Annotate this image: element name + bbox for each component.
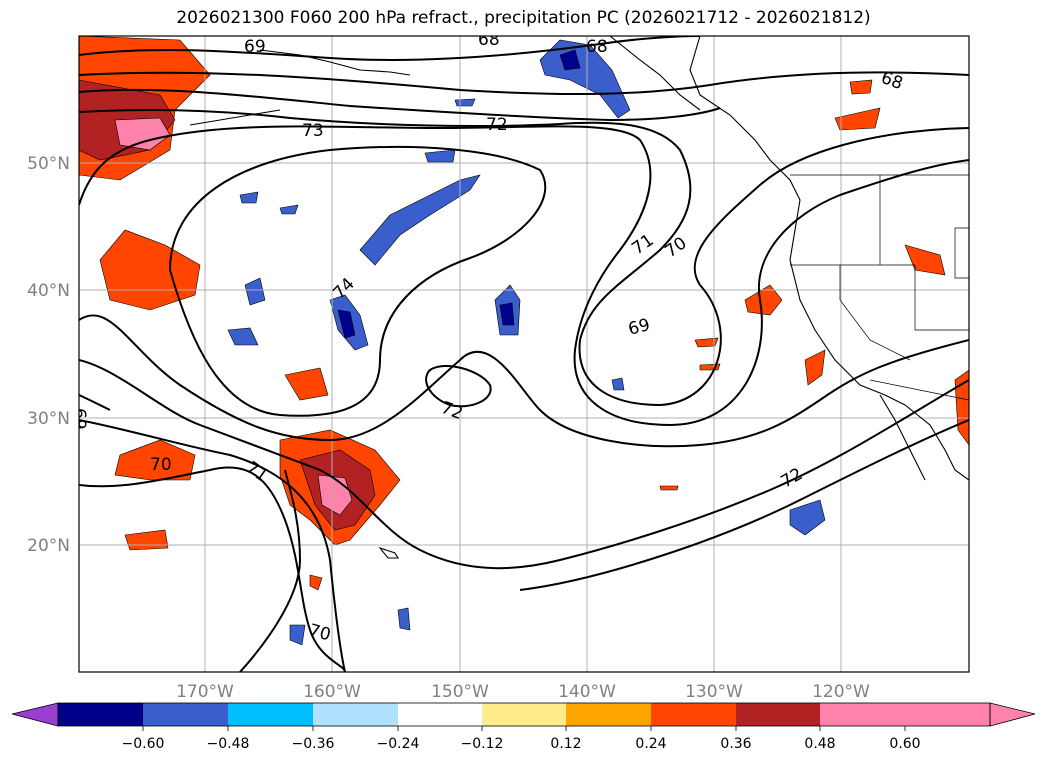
lat-label: 20°N: [27, 536, 70, 556]
political-borders: [790, 174, 969, 401]
graticule: [79, 36, 969, 672]
lon-label: 130°W: [685, 682, 743, 702]
colorbar-tick-label: −0.12: [461, 736, 504, 752]
contour-label: 73: [302, 121, 324, 141]
colorbar-segment: [651, 703, 736, 726]
refractivity-contours: [79, 36, 969, 672]
lat-label: 50°N: [27, 154, 70, 174]
longitude-labels: 170°W 160°W 150°W 140°W 130°W 120°W: [176, 682, 870, 702]
contour-label: 69: [69, 408, 89, 430]
lat-label: 30°N: [27, 409, 70, 429]
latitude-labels: 50°N 40°N 30°N 20°N: [27, 154, 70, 556]
colorbar-tick-label: 0.60: [889, 736, 920, 752]
colorbar-segment: [143, 703, 228, 726]
colorbar: −0.60 −0.48 −0.36 −0.24 −0.12 0.12 0.24 …: [11, 702, 1036, 752]
colorbar-segment: [58, 703, 143, 726]
coastlines: [189, 36, 969, 559]
colorbar-segment: [566, 703, 651, 726]
colorbar-outline: [57, 702, 991, 727]
lon-label: 150°W: [431, 682, 489, 702]
colorbar-tick-label: −0.60: [122, 736, 165, 752]
colorbar-extend-low: [11, 702, 59, 727]
contour-label: 68: [478, 30, 500, 50]
colorbar-segment: [482, 703, 566, 726]
contour-label: 70: [150, 455, 172, 475]
map-frame: [78, 35, 970, 673]
contour-label: 68: [586, 37, 608, 57]
map-area: [79, 36, 969, 672]
lat-label: 40°N: [27, 281, 70, 301]
colorbar-tick-label: 0.24: [635, 736, 666, 752]
colorbar-segment: [736, 703, 820, 726]
lon-label: 160°W: [303, 682, 361, 702]
map-title: 2026021300 F060 200 hPa refract., precip…: [176, 8, 871, 28]
colorbar-segment: [905, 703, 990, 726]
colorbar-tick-label: −0.24: [377, 736, 420, 752]
lon-label: 140°W: [558, 682, 616, 702]
colorbar-segment: [228, 703, 313, 726]
lon-label: 120°W: [812, 682, 870, 702]
colorbar-tick-label: 0.12: [550, 736, 581, 752]
lon-label: 170°W: [176, 682, 234, 702]
colorbar-tick-label: 0.48: [804, 736, 835, 752]
colorbar-tick-label: 0.36: [720, 736, 751, 752]
contour-label: 72: [486, 115, 508, 135]
colorbar-segment: [398, 703, 482, 726]
colorbar-segment: [820, 703, 905, 726]
colorbar-tick-label: −0.48: [207, 736, 250, 752]
precip-negative-areas: [227, 39, 826, 646]
colorbar-extend-high: [989, 702, 1036, 727]
contour-label: 69: [244, 37, 266, 57]
colorbar-tick-label: −0.36: [292, 736, 335, 752]
colorbar-segment: [313, 703, 398, 726]
